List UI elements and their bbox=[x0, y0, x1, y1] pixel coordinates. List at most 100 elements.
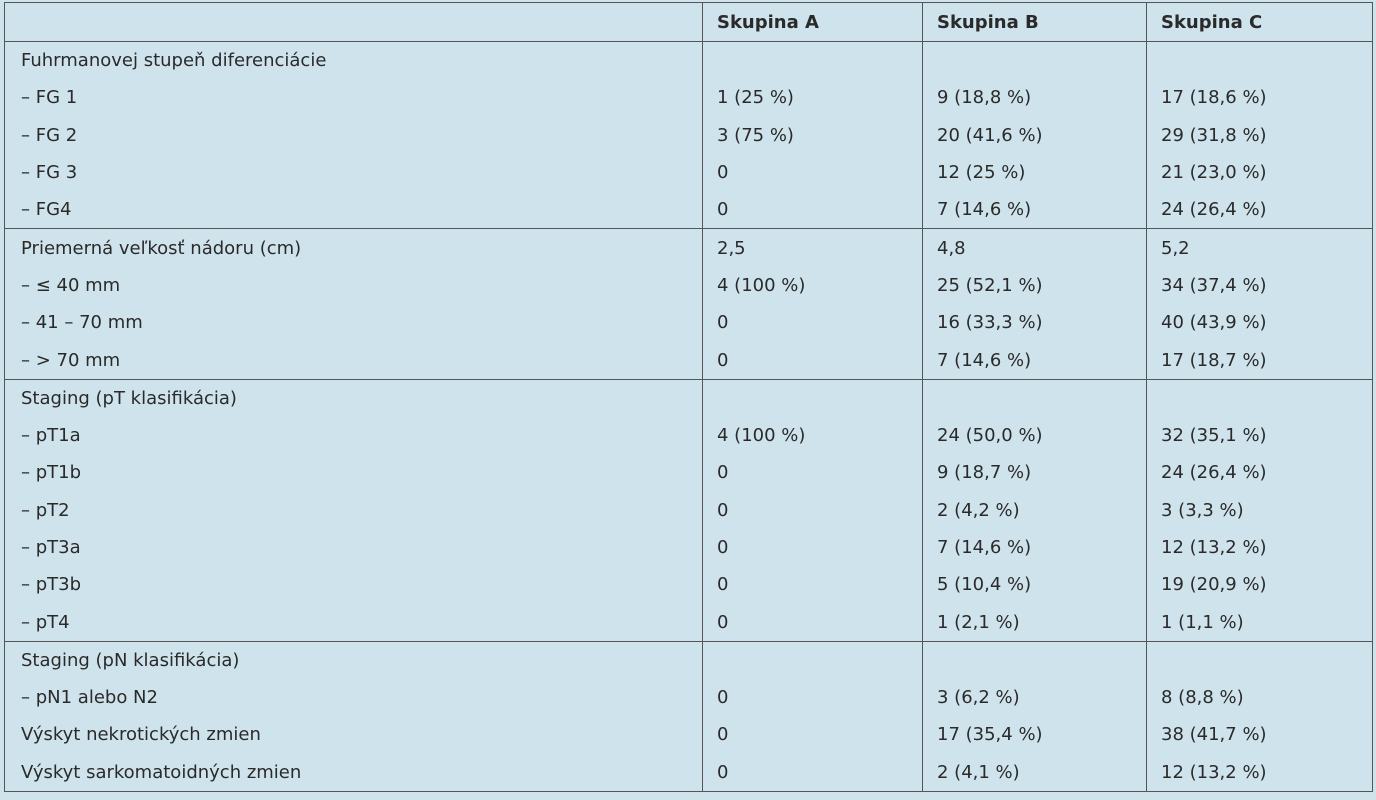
cell-skupina-a bbox=[702, 41, 923, 80]
cell-skupina-b: 5 (10,4 %) bbox=[922, 566, 1147, 604]
cell-skupina-a bbox=[702, 640, 923, 680]
cell-skupina-b: 9 (18,7 %) bbox=[922, 454, 1147, 492]
cell-skupina-b: 25 (52,1 %) bbox=[922, 266, 1147, 305]
table-row: Staging (pN klasifikácia) bbox=[4, 640, 1373, 680]
table-row: – 41 – 70 mm 0 16 (33,3 %) 40 (43,9 %) bbox=[4, 304, 1373, 342]
cell-skupina-c: 21 (23,0 %) bbox=[1146, 153, 1373, 192]
cell-skupina-b bbox=[922, 640, 1147, 680]
cell-skupina-a: 2,5 bbox=[702, 228, 923, 267]
cell-skupina-c: 32 (35,1 %) bbox=[1146, 416, 1373, 455]
row-label: – pT3b bbox=[4, 566, 703, 604]
cell-skupina-a: 4 (100 %) bbox=[702, 266, 923, 305]
row-label: – FG 3 bbox=[4, 153, 703, 192]
cell-skupina-b bbox=[922, 41, 1147, 80]
table-row: – pT1a 4 (100 %) 24 (50,0 %) 32 (35,1 %) bbox=[4, 416, 1373, 455]
row-label: – pT1b bbox=[4, 454, 703, 492]
cell-skupina-a: 1 (25 %) bbox=[702, 79, 923, 117]
cell-skupina-b: 3 (6,2 %) bbox=[922, 679, 1147, 717]
cell-skupina-c: 19 (20,9 %) bbox=[1146, 566, 1373, 604]
table-row: Fuhrmanovej stupeň diferenciácie bbox=[4, 41, 1373, 80]
cell-skupina-c: 29 (31,8 %) bbox=[1146, 116, 1373, 154]
row-label: – 41 – 70 mm bbox=[4, 304, 703, 342]
cell-skupina-a: 0 bbox=[702, 153, 923, 192]
cell-skupina-b: 2 (4,2 %) bbox=[922, 491, 1147, 529]
cell-skupina-c: 12 (13,2 %) bbox=[1146, 753, 1373, 792]
cell-skupina-c bbox=[1146, 640, 1373, 680]
cell-skupina-b: 17 (35,4 %) bbox=[922, 716, 1147, 754]
header-cell-skupina-c: Skupina C bbox=[1146, 2, 1373, 42]
cell-skupina-c: 24 (26,4 %) bbox=[1146, 454, 1373, 492]
cell-skupina-a: 0 bbox=[702, 753, 923, 792]
header-cell-label bbox=[4, 2, 703, 42]
cell-skupina-a bbox=[702, 378, 923, 417]
row-label: – pT4 bbox=[4, 603, 703, 642]
row-label: Priemerná veľkosť nádoru (cm) bbox=[4, 228, 703, 267]
row-label: – pT3a bbox=[4, 528, 703, 567]
table-row: Výskyt nekrotických zmien 0 17 (35,4 %) 38 … bbox=[4, 716, 1373, 754]
cell-skupina-a: 4 (100 %) bbox=[702, 416, 923, 455]
cell-skupina-b: 7 (14,6 %) bbox=[922, 191, 1147, 229]
cell-skupina-a: 0 bbox=[702, 566, 923, 604]
row-label: – pN1 alebo N2 bbox=[4, 679, 703, 717]
cell-skupina-a: 0 bbox=[702, 528, 923, 567]
table-row: Staging (pT klasifikácia) bbox=[4, 378, 1373, 417]
row-label: – FG4 bbox=[4, 191, 703, 229]
table-row: – pT4 0 1 (2,1 %) 1 (1,1 %) bbox=[4, 603, 1373, 642]
cell-skupina-a: 3 (75 %) bbox=[702, 116, 923, 154]
cell-skupina-a: 0 bbox=[702, 679, 923, 717]
cell-skupina-c bbox=[1146, 41, 1373, 80]
table-row: Priemerná veľkosť nádoru (cm) 2,5 4,8 5,2 bbox=[4, 228, 1373, 267]
cell-skupina-b: 9 (18,8 %) bbox=[922, 79, 1147, 117]
row-label: – pT1a bbox=[4, 416, 703, 455]
row-label: Staging (pN klasifikácia) bbox=[4, 640, 703, 680]
table-row: – FG 3 0 12 (25 %) 21 (23,0 %) bbox=[4, 153, 1373, 192]
row-label: Výskyt nekrotických zmien bbox=[4, 716, 703, 754]
cell-skupina-a: 0 bbox=[702, 716, 923, 754]
cell-skupina-a: 0 bbox=[702, 454, 923, 492]
cell-skupina-a: 0 bbox=[702, 191, 923, 229]
cell-skupina-b: 2 (4,1 %) bbox=[922, 753, 1147, 792]
row-label: Fuhrmanovej stupeň diferenciácie bbox=[4, 41, 703, 80]
cell-skupina-b: 20 (41,6 %) bbox=[922, 116, 1147, 154]
table-row: – pT1b 0 9 (18,7 %) 24 (26,4 %) bbox=[4, 454, 1373, 492]
cell-skupina-a: 0 bbox=[702, 341, 923, 380]
cell-skupina-c: 1 (1,1 %) bbox=[1146, 603, 1373, 642]
row-label: – ≤ 40 mm bbox=[4, 266, 703, 305]
header-cell-skupina-b: Skupina B bbox=[922, 2, 1147, 42]
table-row: – ≤ 40 mm 4 (100 %) 25 (52,1 %) 34 (37,4 %) bbox=[4, 266, 1373, 305]
cell-skupina-b bbox=[922, 378, 1147, 417]
results-table: Skupina A Skupina B Skupina C Fuhrmanove… bbox=[4, 2, 1373, 792]
cell-skupina-a: 0 bbox=[702, 304, 923, 342]
cell-skupina-b: 16 (33,3 %) bbox=[922, 304, 1147, 342]
cell-skupina-c: 3 (3,3 %) bbox=[1146, 491, 1373, 529]
cell-skupina-a: 0 bbox=[702, 603, 923, 642]
row-label: Staging (pT klasifikácia) bbox=[4, 378, 703, 417]
cell-skupina-c: 17 (18,7 %) bbox=[1146, 341, 1373, 380]
cell-skupina-b: 12 (25 %) bbox=[922, 153, 1147, 192]
table-row: – pT3b 0 5 (10,4 %) 19 (20,9 %) bbox=[4, 566, 1373, 604]
cell-skupina-c: 17 (18,6 %) bbox=[1146, 79, 1373, 117]
table-row: – FG4 0 7 (14,6 %) 24 (26,4 %) bbox=[4, 191, 1373, 229]
table-row: – > 70 mm 0 7 (14,6 %) 17 (18,7 %) bbox=[4, 341, 1373, 380]
cell-skupina-c: 12 (13,2 %) bbox=[1146, 528, 1373, 567]
header-cell-skupina-a: Skupina A bbox=[702, 2, 923, 42]
cell-skupina-b: 4,8 bbox=[922, 228, 1147, 267]
table-row: Výskyt sarkomatoidných zmien 0 2 (4,1 %) 12… bbox=[4, 753, 1373, 792]
cell-skupina-c: 8 (8,8 %) bbox=[1146, 679, 1373, 717]
cell-skupina-b: 24 (50,0 %) bbox=[922, 416, 1147, 455]
cell-skupina-c: 5,2 bbox=[1146, 228, 1373, 267]
cell-skupina-c: 34 (37,4 %) bbox=[1146, 266, 1373, 305]
cell-skupina-a: 0 bbox=[702, 491, 923, 529]
cell-skupina-c bbox=[1146, 378, 1373, 417]
cell-skupina-b: 7 (14,6 %) bbox=[922, 528, 1147, 567]
table-header-row: Skupina A Skupina B Skupina C bbox=[4, 2, 1373, 42]
row-label: – > 70 mm bbox=[4, 341, 703, 380]
cell-skupina-c: 40 (43,9 %) bbox=[1146, 304, 1373, 342]
table-row: – pN1 alebo N2 0 3 (6,2 %) 8 (8,8 %) bbox=[4, 679, 1373, 717]
row-label: – pT2 bbox=[4, 491, 703, 529]
cell-skupina-b: 1 (2,1 %) bbox=[922, 603, 1147, 642]
